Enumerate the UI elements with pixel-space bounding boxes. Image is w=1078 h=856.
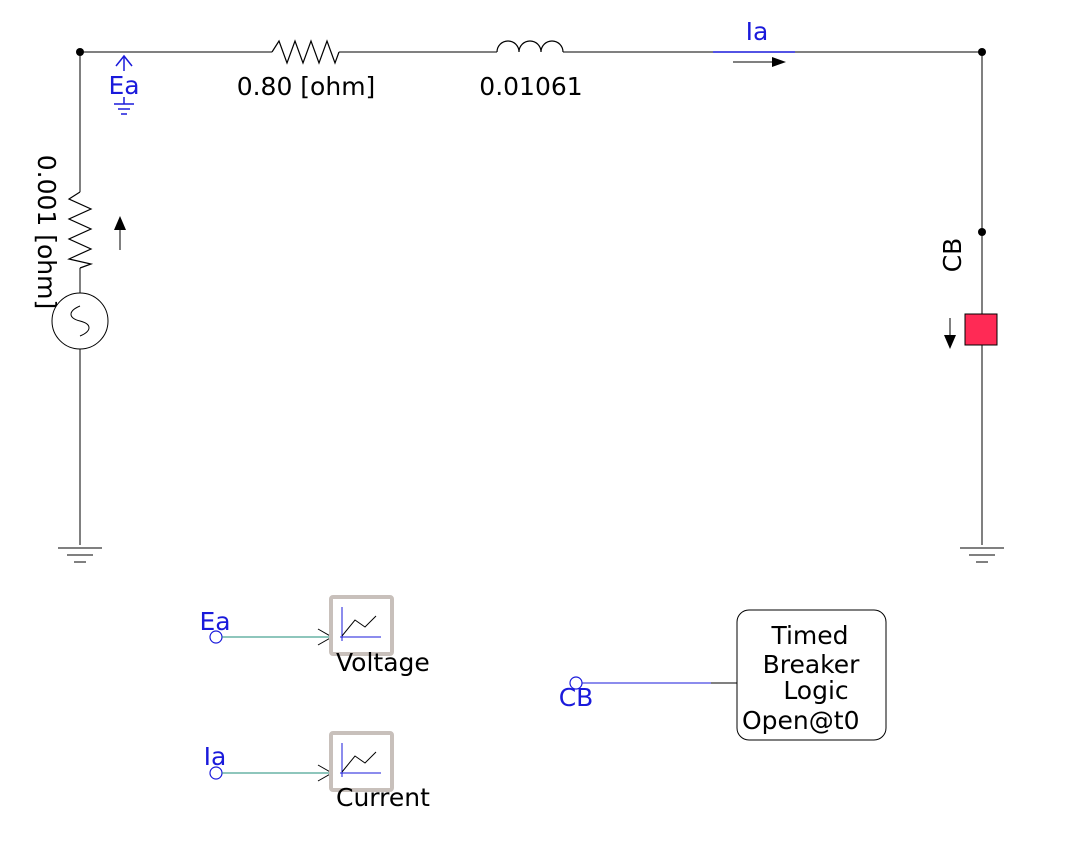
breaker-logic-line-2: Breaker xyxy=(763,650,861,679)
breaker-direction-arrow-icon xyxy=(944,318,956,349)
ground-right-icon xyxy=(960,547,1004,563)
plot-icon xyxy=(340,607,381,641)
current-direction-arrow-icon xyxy=(733,57,786,67)
voltage-node-label: Ea xyxy=(108,71,139,100)
breaker-logic-line-3: Logic xyxy=(783,676,848,705)
breaker-label: CB xyxy=(938,238,967,273)
voltage-meter[interactable] xyxy=(329,595,394,656)
voltage-meter-label: Voltage xyxy=(336,648,430,677)
junction-top-right xyxy=(978,48,986,56)
series-resistor[interactable] xyxy=(271,39,340,65)
inductor-label: 0.01061 xyxy=(479,72,582,101)
circuit-breaker[interactable] xyxy=(964,313,998,346)
current-meter-signal-label: Ia xyxy=(204,742,227,771)
current-probe-label: Ia xyxy=(746,17,769,46)
sine-wave-icon xyxy=(70,305,90,337)
ground-left-icon xyxy=(58,547,102,563)
timed-breaker-logic-block[interactable] xyxy=(736,609,887,741)
junction-top-left xyxy=(76,48,84,56)
breaker-logic-line-4: Open@t0 xyxy=(742,706,859,735)
voltage-node-arrow-icon xyxy=(115,54,133,71)
current-meter[interactable] xyxy=(329,731,394,792)
junction-breaker xyxy=(978,228,986,236)
breaker-logic-line-1: Timed xyxy=(770,621,848,650)
source-resistor-label: 0.001 [ohm] xyxy=(32,155,61,310)
ac-voltage-source[interactable] xyxy=(51,292,109,350)
series-resistor-label: 0.80 [ohm] xyxy=(237,72,376,101)
current-meter-label: Current xyxy=(336,783,430,812)
source-resistor[interactable] xyxy=(67,191,94,269)
plot-icon xyxy=(340,743,381,777)
source-direction-arrow-icon xyxy=(114,216,126,250)
voltage-node-ground-icon xyxy=(114,97,134,115)
inductor[interactable] xyxy=(496,40,564,53)
breaker-logic-signal-label: CB xyxy=(559,683,594,712)
